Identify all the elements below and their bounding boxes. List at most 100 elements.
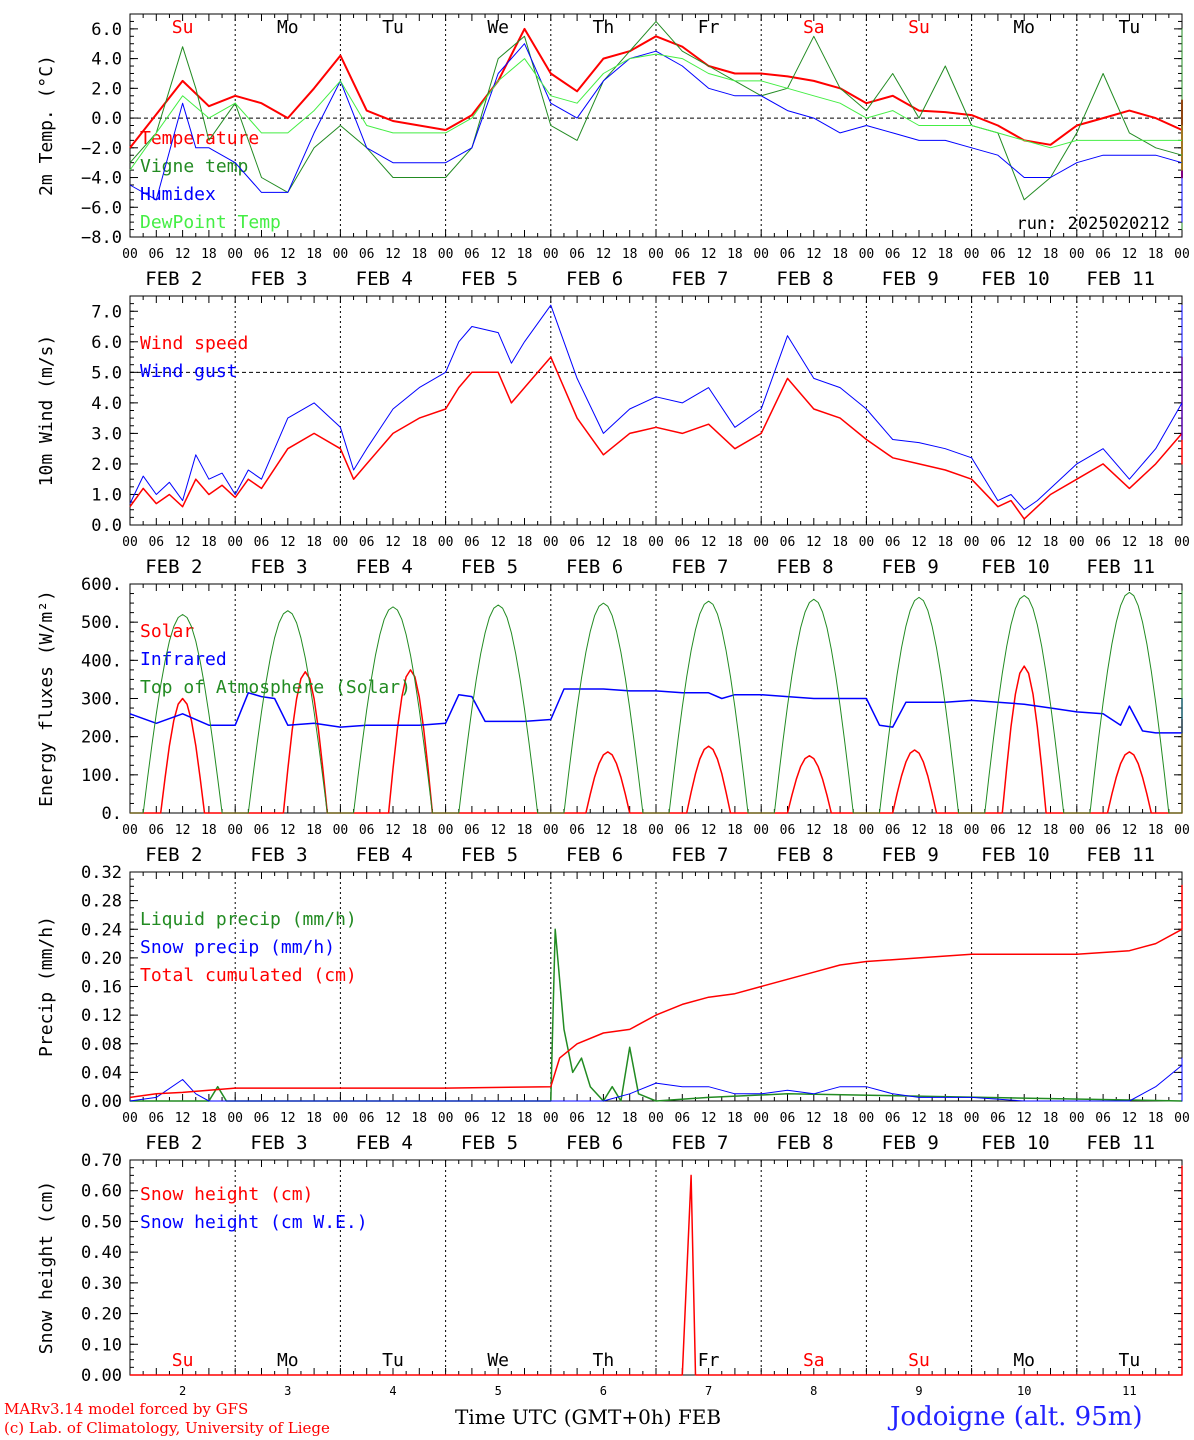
precip-y-tick-label: 0.04: [81, 1063, 122, 1083]
temp-legend-entry: Humidex: [140, 184, 216, 205]
temp-date-label: FEB 4: [356, 268, 413, 290]
flux-legend-entry: Infrared: [140, 649, 227, 670]
precip-y-tick-label: 0.16: [81, 978, 122, 998]
wind-hour-label: 12: [1122, 535, 1138, 550]
temp-legend-entry: Vigne temp: [140, 156, 248, 177]
temp-hour-label: 00: [964, 247, 980, 262]
precip-date-label: FEB 4: [356, 1132, 413, 1154]
snow-day-number: 8: [810, 1384, 817, 1398]
snow-inner-day-name: Mo: [1013, 1350, 1035, 1371]
wind-hour-label: 00: [964, 535, 980, 550]
temp-series-line: [129, 20, 1183, 231]
precip-hour-label: 00: [753, 1111, 769, 1126]
temp-hour-label: 00: [333, 247, 349, 262]
flux-hour-label: 12: [1016, 823, 1032, 838]
precip-hour-label: 18: [727, 1111, 743, 1126]
temp-hour-label: 00: [543, 247, 559, 262]
temp-hour-label: 06: [1095, 247, 1111, 262]
wind-hour-label: 06: [148, 535, 164, 550]
temp-y-tick-label: −4.0: [81, 169, 122, 189]
temp-day-name: Th: [593, 17, 615, 38]
wind-date-label: FEB 11: [1086, 556, 1155, 578]
precip-date-label: FEB 3: [250, 1132, 307, 1154]
lab-credit: (c) Lab. of Climatology, University of L…: [4, 1419, 330, 1437]
snow-legend-entry: Snow height (cm): [140, 1184, 313, 1205]
snow-y-tick-label: 0.20: [81, 1305, 122, 1325]
temp-y-tick-label: −2.0: [81, 139, 122, 159]
wind-hour-label: 12: [280, 535, 296, 550]
x-axis-title-text: Time UTC (GMT+0h): [455, 1405, 672, 1429]
snow-inner-day-name: Tu: [1119, 1350, 1141, 1371]
wind-hour-label: 00: [438, 535, 454, 550]
precip-hour-label: 12: [596, 1111, 612, 1126]
precip-hour-label: 12: [701, 1111, 717, 1126]
snow-inner-day-name: Fr: [698, 1350, 720, 1371]
flux-y-tick-label: 500.: [81, 613, 122, 633]
wind-legend-entry: Wind gust: [140, 361, 238, 382]
temp-hour-label: 12: [911, 247, 927, 262]
wind-hour-label: 00: [1174, 535, 1190, 550]
wind-hour-label: 18: [937, 535, 953, 550]
flux-y-tick-label: 600.: [81, 575, 122, 595]
precip-y-tick-label: 0.00: [81, 1092, 122, 1112]
snow-y-tick-label: 0.60: [81, 1182, 122, 1202]
temp-hour-label: 12: [385, 247, 401, 262]
temp-hour-label: 06: [569, 247, 585, 262]
temp-y-tick-label: 2.0: [91, 79, 122, 99]
temp-day-name: Fr: [698, 17, 720, 38]
precip-date-label: FEB 6: [566, 1132, 623, 1154]
flux-hour-label: 18: [622, 823, 638, 838]
flux-hour-label: 12: [806, 823, 822, 838]
temp-date-label: FEB 2: [145, 268, 202, 290]
wind-date-label: FEB 8: [776, 556, 833, 578]
temp-day-name: Tu: [382, 17, 404, 38]
precip-hour-label: 12: [385, 1111, 401, 1126]
precip-date-label: FEB 10: [981, 1132, 1050, 1154]
precip-hour-label: 06: [464, 1111, 480, 1126]
temp-hour-label: 12: [1016, 247, 1032, 262]
wind-y-tick-label: 4.0: [91, 394, 122, 414]
temp-hour-label: 18: [411, 247, 427, 262]
precip-hour-label: 06: [569, 1111, 585, 1126]
flux-series-line: [130, 665, 1183, 814]
flux-hour-label: 00: [543, 823, 559, 838]
precip-hour-label: 06: [254, 1111, 270, 1126]
flux-y-tick-label: 200.: [81, 728, 122, 748]
wind-date-label: FEB 2: [145, 556, 202, 578]
precip-date-label: FEB 5: [461, 1132, 518, 1154]
flux-hour-label: 12: [490, 823, 506, 838]
wind-hour-label: 18: [832, 535, 848, 550]
flux-hour-label: 00: [227, 823, 243, 838]
temp-date-label: FEB 3: [250, 268, 307, 290]
flux-hour-label: 06: [1095, 823, 1111, 838]
temp-hour-label: 18: [622, 247, 638, 262]
precip-hour-label: 00: [1069, 1111, 1085, 1126]
flux-hour-label: 06: [674, 823, 690, 838]
flux-y-label: Energy fluxes (W/m²): [36, 590, 57, 807]
temp-y-tick-label: −6.0: [81, 198, 122, 218]
flux-hour-label: 00: [859, 823, 875, 838]
wind-y-tick-label: 2.0: [91, 455, 122, 475]
wind-frame: [129, 295, 1183, 526]
precip-hour-label: 00: [859, 1111, 875, 1126]
snow-day-number: 7: [705, 1384, 712, 1398]
model-credit: MARv3.14 model forced by GFS: [4, 1400, 249, 1418]
wind-hour-label: 00: [859, 535, 875, 550]
temp-hour-label: 12: [701, 247, 717, 262]
precip-y-tick-label: 0.24: [81, 920, 122, 940]
wind-hour-label: 00: [227, 535, 243, 550]
precip-date-label: FEB 9: [882, 1132, 939, 1154]
precip-hour-label: 00: [1174, 1111, 1190, 1126]
flux-hour-label: 18: [1043, 823, 1059, 838]
snow-day-number: 11: [1122, 1384, 1136, 1398]
precip-hour-label: 18: [622, 1111, 638, 1126]
flux-date-label: FEB 9: [882, 844, 939, 866]
wind-hour-label: 18: [727, 535, 743, 550]
wind-date-label: FEB 5: [461, 556, 518, 578]
precip-hour-label: 12: [175, 1111, 191, 1126]
temp-hour-label: 12: [596, 247, 612, 262]
wind-hour-label: 00: [648, 535, 664, 550]
flux-date-label: FEB 8: [776, 844, 833, 866]
temp-hour-label: 06: [254, 247, 270, 262]
temp-date-label: FEB 11: [1086, 268, 1155, 290]
